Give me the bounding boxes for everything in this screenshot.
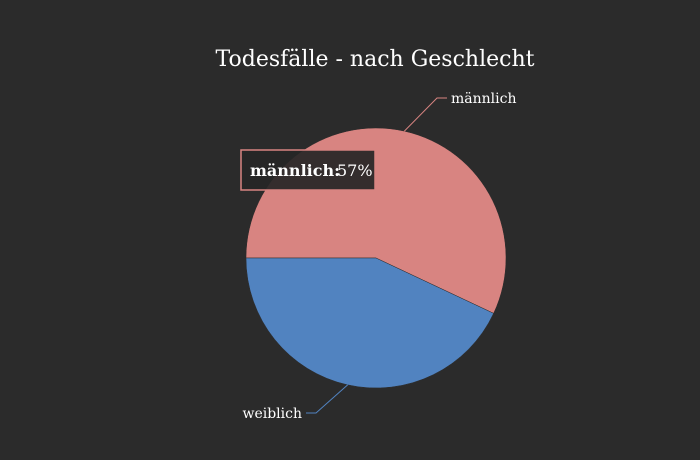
slice-label-weiblich: weiblich — [242, 406, 302, 422]
tooltip-name: männlich: — [250, 161, 340, 180]
tooltip-box — [240, 149, 376, 191]
tooltip: männlich: 57% — [240, 149, 376, 191]
leader-line-weiblich — [306, 384, 348, 414]
slice-labels: männlich weiblich — [242, 91, 516, 422]
chart-title: Todesfälle - nach Geschlecht — [216, 47, 535, 72]
slice-label-maennlich: männlich — [451, 91, 516, 107]
tooltip-value: 57% — [337, 161, 373, 180]
leader-line-maennlich — [404, 97, 447, 132]
pie-slice-weiblich[interactable] — [245, 257, 494, 389]
